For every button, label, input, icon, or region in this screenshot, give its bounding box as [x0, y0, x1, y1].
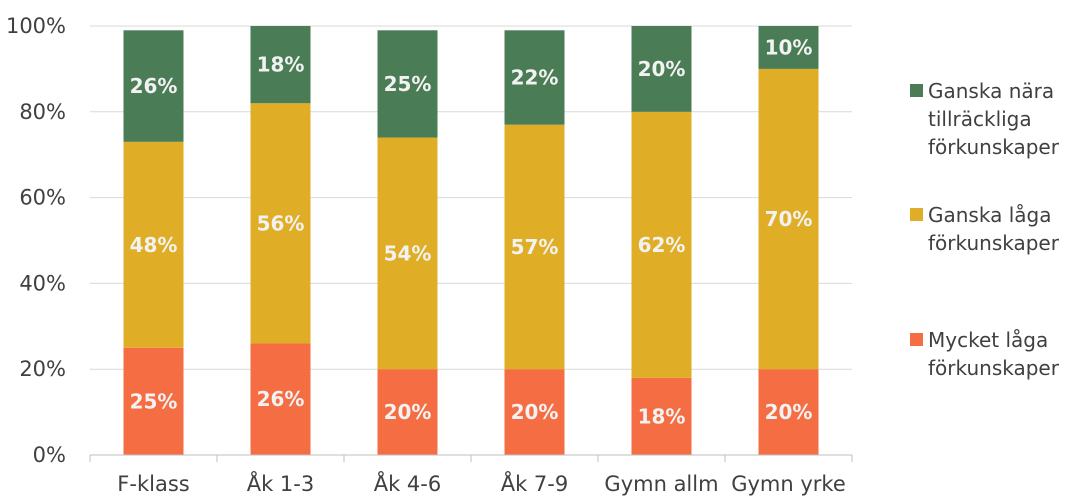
y-tick-label: 40% — [19, 271, 66, 295]
bar-segment — [123, 30, 184, 142]
y-tick-label: 0% — [33, 443, 66, 467]
legend-swatch — [910, 84, 923, 97]
data-label: 26% — [257, 387, 305, 411]
legend-label: Ganska låga — [928, 203, 1051, 227]
data-label: 48% — [130, 233, 178, 257]
bar-segment — [250, 26, 311, 104]
y-tick-label: 80% — [19, 100, 66, 124]
data-label: 62% — [638, 233, 686, 257]
bar-segment — [377, 369, 438, 455]
data-label: 25% — [130, 389, 178, 413]
legend-label: förkunskaper — [928, 135, 1060, 159]
data-label: 20% — [511, 400, 559, 424]
data-label: 10% — [765, 35, 813, 59]
data-label: 20% — [638, 57, 686, 81]
bar-segment — [250, 343, 311, 455]
data-label: 22% — [511, 65, 559, 89]
bar-segment — [631, 377, 692, 455]
legend-swatch — [910, 208, 923, 221]
y-tick-label: 20% — [19, 357, 66, 381]
bar-segment — [377, 137, 438, 370]
data-label: 20% — [765, 400, 813, 424]
bar-segment — [123, 141, 184, 348]
legend-swatch — [910, 333, 923, 346]
data-label: 54% — [384, 241, 432, 265]
bar-segment — [123, 347, 184, 455]
data-label: 57% — [511, 235, 559, 259]
data-label: 20% — [384, 400, 432, 424]
gridlines — [90, 25, 852, 370]
data-label: 26% — [130, 74, 178, 98]
x-tick-label: F-klass — [117, 472, 189, 496]
bar-segment — [250, 103, 311, 344]
bar-segment — [504, 124, 565, 370]
bar-segment — [758, 369, 819, 455]
legend-label: Ganska nära — [928, 79, 1054, 103]
data-label: 18% — [257, 53, 305, 77]
bar-segment — [504, 30, 565, 125]
bar-segment — [504, 369, 565, 455]
data-labels: 25% 48% 26% 26% 56% 18% 20% 54% 25% 20% 57% 22% 18% 6… — [130, 35, 813, 428]
bars — [123, 26, 819, 455]
x-axis: F-klass Åk 1-3 Åk 4-6 Åk 7-9 Gymn allm Gymn y… — [89, 454, 853, 496]
data-label: 25% — [384, 72, 432, 96]
data-label: 18% — [638, 404, 686, 428]
legend-label: Mycket låga — [928, 328, 1048, 352]
y-tick-label: 100% — [6, 14, 66, 38]
bar-segment — [631, 111, 692, 378]
legend-label: tillräckliga — [928, 107, 1032, 131]
x-tick-label: Åk 1-3 — [247, 470, 315, 496]
x-tick-label: Åk 7-9 — [501, 470, 569, 496]
data-label: 70% — [765, 207, 813, 231]
bar-segment — [758, 68, 819, 370]
legend-label: förkunskaper — [928, 231, 1060, 255]
bar-segment — [758, 26, 819, 69]
x-tick-label: Åk 4-6 — [374, 470, 442, 496]
bar-segment — [377, 30, 438, 138]
y-axis: 0% 20% 40% 60% 80% 100% — [6, 14, 66, 467]
x-tick-label: Gymn allm — [604, 472, 718, 496]
y-tick-label: 60% — [19, 186, 66, 210]
bar-segment — [631, 26, 692, 112]
data-label: 56% — [257, 211, 305, 235]
legend-label: förkunskaper — [928, 356, 1060, 380]
legend: Ganska nära tillräckliga förkunskaper Gansk… — [910, 79, 1060, 380]
x-tick-label: Gymn yrke — [731, 472, 846, 496]
